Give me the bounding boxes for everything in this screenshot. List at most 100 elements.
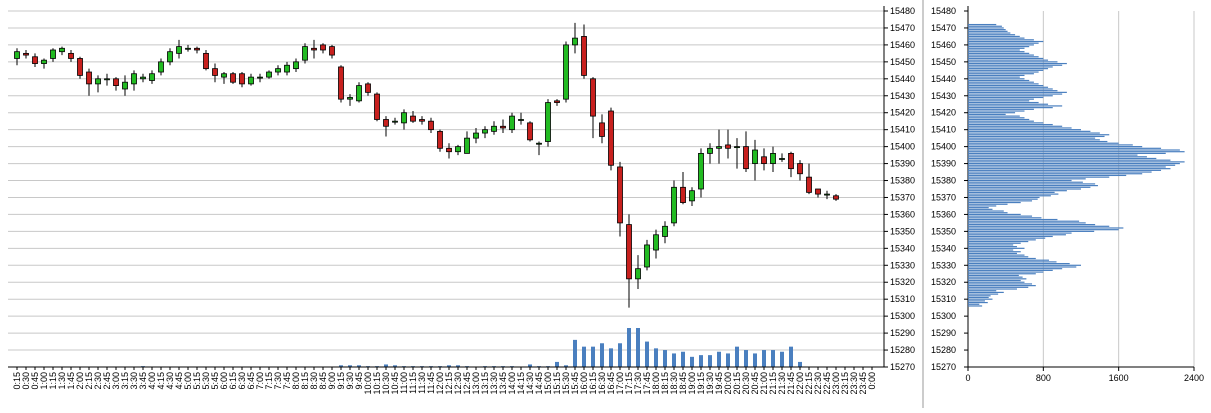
candle bbox=[32, 53, 38, 67]
y-tick-label: 15400 bbox=[890, 142, 915, 152]
x-tick-label: 15:15 bbox=[552, 372, 562, 395]
profile-bar bbox=[968, 191, 1055, 193]
candle bbox=[743, 131, 749, 173]
candle-body bbox=[23, 52, 29, 56]
volume-bar bbox=[717, 351, 721, 367]
profile-bar bbox=[968, 108, 1034, 110]
candle-body bbox=[401, 112, 407, 124]
x-tick-label: 15:30 bbox=[561, 372, 571, 395]
candle-body bbox=[716, 146, 722, 149]
x-tick-label: 23:30 bbox=[849, 372, 859, 395]
profile-x-tick-label: 800 bbox=[1036, 373, 1051, 383]
profile-bar bbox=[968, 98, 1034, 100]
profile-bar bbox=[968, 90, 1058, 92]
profile-bar bbox=[968, 118, 1030, 121]
candle-body bbox=[482, 129, 488, 134]
volume-profile: 0 800 1600 2400 15270 15280 15290 15300 15310 153… bbox=[922, 0, 1204, 408]
candle-body bbox=[725, 144, 731, 149]
profile-bar bbox=[968, 254, 1025, 256]
x-tick-label: 22:00 bbox=[795, 372, 805, 395]
x-tick-label: 14:45 bbox=[534, 372, 544, 395]
profile-bar bbox=[968, 179, 1072, 182]
candle bbox=[599, 114, 605, 144]
volume-bar bbox=[528, 364, 532, 367]
candle bbox=[797, 160, 803, 181]
profile-bar bbox=[968, 123, 1053, 126]
y-tick-label: 15390 bbox=[890, 159, 915, 169]
volume-bar bbox=[690, 356, 694, 367]
volume-bar bbox=[762, 350, 766, 367]
profile-bar bbox=[968, 42, 1039, 44]
profile-bar bbox=[968, 264, 1081, 266]
profile-bar bbox=[968, 234, 1066, 236]
profile-bar bbox=[968, 201, 1021, 204]
candle bbox=[446, 143, 452, 159]
profile-bar bbox=[968, 135, 1105, 138]
volume-bar bbox=[636, 328, 640, 367]
profile-bar bbox=[968, 51, 1025, 53]
candle-body bbox=[158, 61, 164, 73]
candle bbox=[131, 70, 137, 91]
profile-bar bbox=[968, 286, 1029, 288]
candle-body bbox=[257, 76, 263, 79]
candle bbox=[50, 48, 56, 62]
x-tick-label: 15:00 bbox=[543, 372, 553, 395]
x-tick-label: 13:45 bbox=[498, 372, 508, 395]
x-tick-label: 7:45 bbox=[282, 372, 292, 390]
candle-body bbox=[518, 119, 524, 121]
candle bbox=[311, 39, 317, 59]
x-tick-label: 9:00 bbox=[327, 372, 337, 390]
candle bbox=[437, 129, 443, 152]
volume-bar bbox=[348, 365, 352, 367]
x-tick-label: 10:00 bbox=[363, 372, 373, 395]
candle-body bbox=[95, 78, 101, 85]
profile-bar bbox=[968, 205, 997, 207]
candle-body bbox=[545, 102, 551, 142]
profile-bar bbox=[968, 200, 1033, 202]
profile-y-tick-label: 15330 bbox=[931, 260, 956, 270]
x-tick-label: 20:30 bbox=[741, 372, 751, 395]
x-tick-label: 20:00 bbox=[723, 372, 733, 395]
profile-bar bbox=[968, 159, 1171, 161]
x-tick-label: 18:00 bbox=[651, 372, 661, 395]
profile-bar bbox=[968, 171, 1152, 173]
candle-body bbox=[563, 44, 569, 100]
volume-bar bbox=[681, 351, 685, 367]
profile-bar bbox=[968, 208, 993, 210]
candle bbox=[527, 121, 533, 142]
candle bbox=[653, 229, 659, 259]
candle-body bbox=[86, 71, 92, 85]
profile-bar bbox=[968, 218, 1058, 221]
candle-body bbox=[428, 120, 434, 131]
profile-bar bbox=[968, 181, 1083, 183]
profile-bar bbox=[968, 134, 1110, 136]
profile-bar bbox=[968, 279, 1021, 282]
x-tick-label: 1:15 bbox=[48, 372, 58, 390]
candle-body bbox=[500, 125, 506, 129]
candle bbox=[212, 63, 218, 83]
profile-bar bbox=[968, 185, 1098, 187]
profile-bar bbox=[968, 46, 1030, 48]
profile-y-tick-label: 15410 bbox=[931, 125, 956, 135]
profile-bar bbox=[968, 293, 999, 295]
profile-bar bbox=[968, 259, 1049, 261]
x-tick-label: 15:45 bbox=[570, 372, 580, 395]
profile-bar bbox=[968, 281, 1025, 283]
candle bbox=[410, 111, 416, 123]
candle-body bbox=[824, 193, 830, 196]
y-tick-label: 15310 bbox=[890, 294, 915, 304]
y-tick-label: 15300 bbox=[890, 311, 915, 321]
profile-bar bbox=[968, 127, 1072, 129]
x-tick-label: 19:15 bbox=[696, 372, 706, 395]
candle bbox=[149, 70, 155, 84]
x-tick-label: 22:15 bbox=[804, 372, 814, 395]
candle bbox=[374, 92, 380, 122]
profile-y-tick-label: 15340 bbox=[931, 243, 956, 253]
x-tick-label: 13:00 bbox=[471, 372, 481, 395]
x-tick-label: 10:15 bbox=[372, 372, 382, 395]
candle-body bbox=[32, 56, 38, 64]
volume-bar bbox=[591, 346, 595, 367]
profile-y-tick-label: 15430 bbox=[931, 91, 956, 101]
profile-y-tick-label: 15360 bbox=[931, 209, 956, 219]
